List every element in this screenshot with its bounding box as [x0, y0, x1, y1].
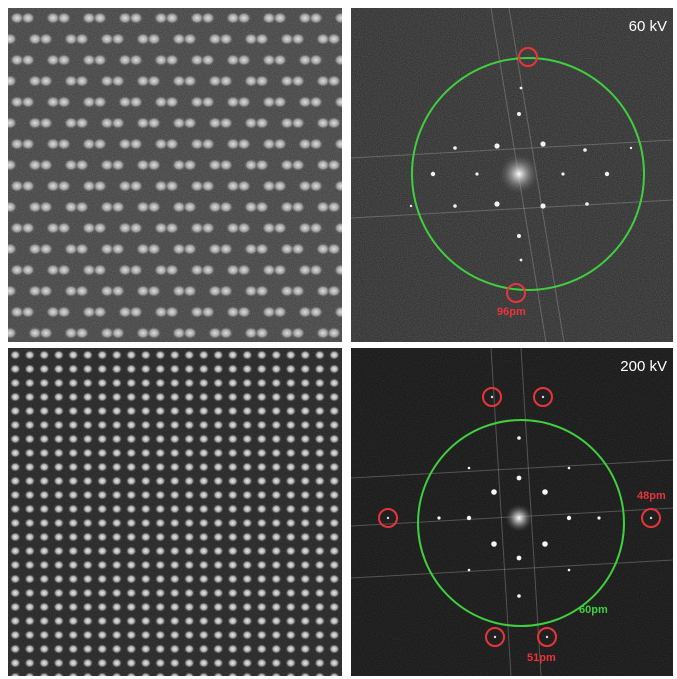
lattice-image-60kv: [8, 8, 342, 342]
inner-resolution-label: 51pm: [527, 652, 556, 664]
fft-pattern-200kv: 200 kV 48pm 60pm 51pm: [351, 348, 673, 676]
voltage-label: 60 kV: [628, 18, 667, 35]
resolution-label: 96pm: [497, 306, 526, 318]
lattice-image-200kv: [8, 348, 342, 676]
voltage-label: 200 kV: [620, 358, 667, 375]
circle-resolution-label: 60pm: [579, 604, 608, 616]
outer-resolution-label: 48pm: [637, 490, 666, 502]
fft-pattern-60kv: 60 kV 96pm: [351, 8, 673, 342]
